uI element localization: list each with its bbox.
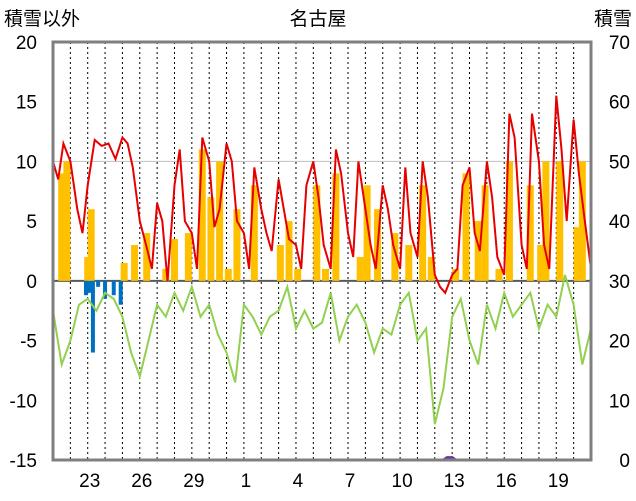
sun-bar xyxy=(452,268,460,281)
min-temp-line xyxy=(52,274,592,425)
sun-bar xyxy=(321,268,329,281)
right-tick-label: 60 xyxy=(609,93,630,114)
left-tick-label: 10 xyxy=(16,152,37,173)
sun-bar xyxy=(170,239,178,281)
sun-bar xyxy=(162,268,170,281)
sun-bar xyxy=(495,268,503,281)
sun-bar xyxy=(120,262,128,281)
right-axis-label: 積雪 xyxy=(594,8,632,30)
right-tick-label: 20 xyxy=(609,332,630,353)
precip-bar xyxy=(96,280,101,287)
x-tick-label: 7 xyxy=(345,471,356,492)
precip-bar xyxy=(83,280,88,296)
x-tick-label: 29 xyxy=(183,471,204,492)
sun-bar xyxy=(427,256,435,281)
left-tick-label: 20 xyxy=(16,33,37,54)
right-tick-label: 70 xyxy=(609,33,630,54)
sun-bar xyxy=(391,233,399,281)
sun-bar xyxy=(578,161,586,281)
sun-bar xyxy=(332,173,340,281)
sun-bar xyxy=(131,245,139,281)
right-tick-label: 40 xyxy=(609,212,630,233)
left-tick-label: 5 xyxy=(26,212,37,233)
x-tick-label: 23 xyxy=(79,471,100,492)
sun-bar xyxy=(405,245,413,281)
sun-bar xyxy=(526,185,534,281)
sun-bar xyxy=(184,233,192,281)
sun-bar xyxy=(143,233,151,281)
sun-bar xyxy=(276,245,284,281)
max-temp-line xyxy=(52,95,592,295)
x-tick-label: 4 xyxy=(293,471,304,492)
sun-bar xyxy=(462,173,470,281)
sun-bar xyxy=(363,185,371,281)
sun-bar xyxy=(87,209,95,281)
precip-bar xyxy=(87,280,92,293)
precip-bar xyxy=(103,280,108,299)
x-tick-label: 16 xyxy=(496,471,517,492)
sun-bar xyxy=(419,185,427,281)
x-tick-label: 10 xyxy=(392,471,413,492)
sun-bar xyxy=(233,209,241,281)
right-tick-label: 50 xyxy=(609,152,630,173)
sun-bar xyxy=(285,221,293,281)
sun-bar xyxy=(356,256,364,281)
left-tick-label: 0 xyxy=(26,272,37,293)
sun-bar xyxy=(224,268,232,281)
sun-bar xyxy=(198,149,206,281)
sun-bar xyxy=(216,161,224,281)
sun-bar xyxy=(294,268,302,281)
sun-bar xyxy=(481,185,489,281)
sun-bar xyxy=(58,173,66,281)
sun-bar xyxy=(474,221,482,281)
left-axis-label: 積雪以外 xyxy=(4,8,80,30)
x-tick-label: 1 xyxy=(241,471,252,492)
precip-bar xyxy=(111,280,116,296)
sun-bar xyxy=(313,185,321,281)
x-tick-label: 19 xyxy=(548,471,569,492)
left-tick-label: -10 xyxy=(10,391,37,412)
sun-bar xyxy=(556,161,564,281)
sun-bar xyxy=(542,161,550,281)
sun-bar xyxy=(63,161,71,281)
sun-bar xyxy=(250,185,258,281)
x-tick-label: 26 xyxy=(131,471,152,492)
x-tick-label: 13 xyxy=(444,471,465,492)
right-tick-label: 10 xyxy=(609,391,630,412)
right-tick-label: 30 xyxy=(609,272,630,293)
sun-bar xyxy=(207,197,215,281)
sun-bar xyxy=(537,245,545,281)
left-tick-label: -5 xyxy=(20,332,37,353)
sun-bar xyxy=(573,227,581,281)
left-tick-label: -15 xyxy=(10,451,37,472)
sun-bar xyxy=(505,161,513,281)
plot-frame xyxy=(51,40,593,462)
left-tick-label: 15 xyxy=(16,93,37,114)
chart-title: 名古屋 xyxy=(289,8,346,30)
precip-bar xyxy=(118,280,123,305)
precip-bar xyxy=(90,280,95,353)
right-tick-label: 0 xyxy=(619,451,630,472)
